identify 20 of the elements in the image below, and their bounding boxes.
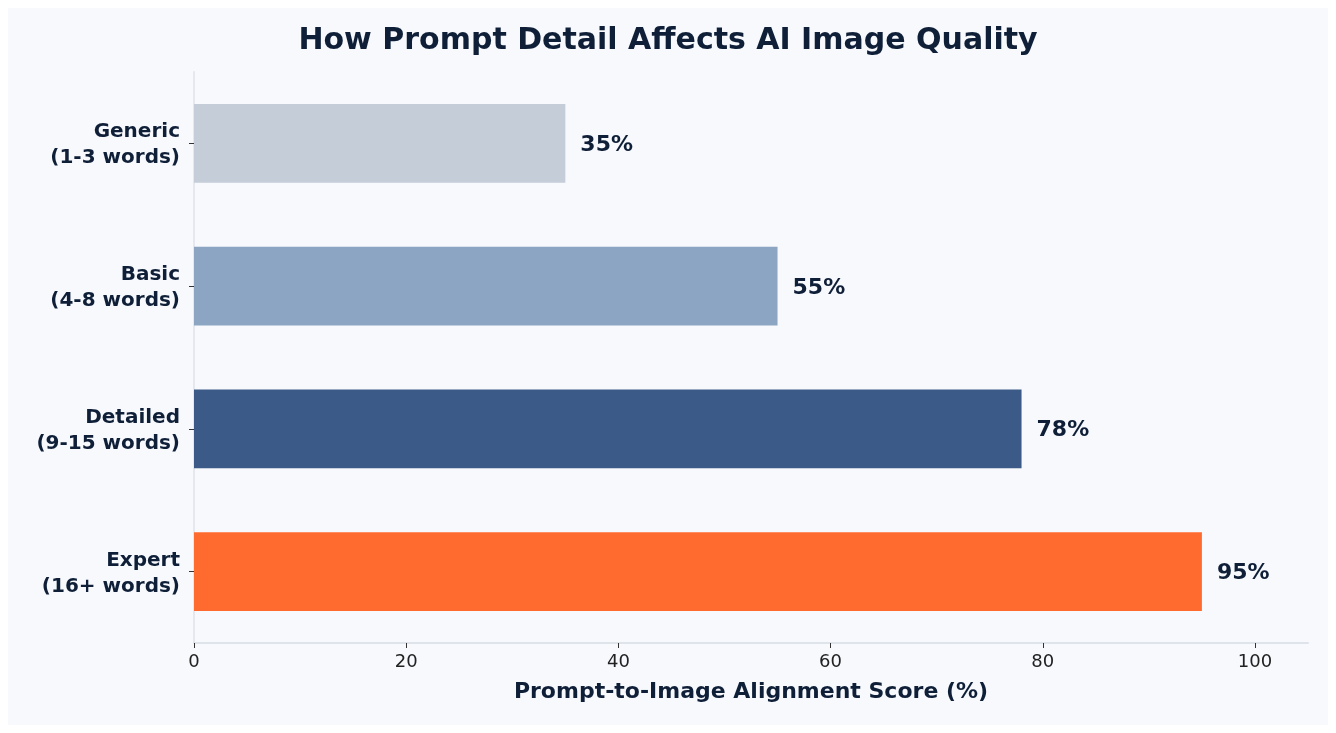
data-label: 55%	[792, 273, 846, 299]
x-axis-title: Prompt-to-Image Alignment Score (%)	[513, 677, 989, 703]
data-label: 95%	[1216, 559, 1270, 585]
x-tick-label: 60	[819, 649, 843, 671]
bar	[194, 104, 566, 183]
bar	[194, 532, 1202, 611]
y-tick-label: Basic (4-8 words)	[50, 261, 180, 312]
x-tick-label: 0	[188, 649, 200, 671]
y-tick-label: Generic (1-3 words)	[50, 118, 180, 169]
data-label: 78%	[1036, 416, 1090, 442]
x-tick-label: 20	[394, 649, 418, 671]
bar	[194, 246, 778, 326]
y-tick-label: Detailed (9-15 words)	[36, 403, 180, 454]
bar	[194, 389, 1022, 469]
x-tick-label: 40	[606, 649, 630, 671]
x-tick-label: 100	[1237, 649, 1273, 671]
x-tick-label: 80	[1031, 649, 1055, 671]
y-tick-label: Expert (16+ words)	[41, 546, 181, 597]
data-label: 35%	[580, 130, 634, 156]
chart-title: How Prompt Detail Affects AI Image Quality	[298, 20, 1039, 56]
